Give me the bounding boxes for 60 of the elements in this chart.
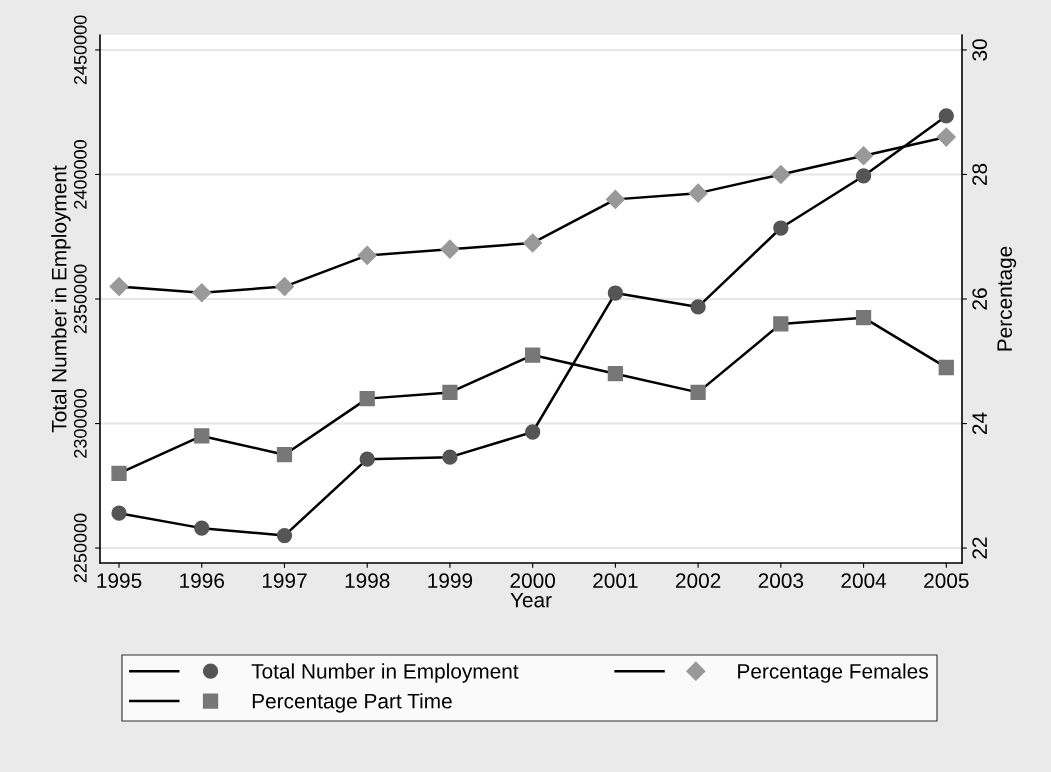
y-axis-title: Total Number in Employment xyxy=(51,165,71,433)
point xyxy=(936,127,956,147)
point xyxy=(523,233,543,253)
point xyxy=(690,384,706,401)
y2-tick-label: 22 xyxy=(972,537,987,559)
y2-axis-title: Percentage xyxy=(997,246,1017,351)
point xyxy=(109,277,129,297)
x-tick-label: 1997 xyxy=(262,573,307,589)
point xyxy=(359,390,375,407)
y-tick-label: 2400000 xyxy=(73,140,87,209)
legend-label: Percentage Part Time xyxy=(252,693,452,713)
point xyxy=(855,310,872,326)
y-tick-label: 2250000 xyxy=(73,513,87,583)
x-tick-label: 2004 xyxy=(841,573,887,589)
x-tick-label: 2005 xyxy=(924,573,969,589)
y2-tick-label: 24 xyxy=(972,412,987,435)
point xyxy=(274,277,295,297)
y2-tick-label: 28 xyxy=(972,163,988,186)
point xyxy=(607,285,624,301)
point xyxy=(357,245,377,265)
point xyxy=(111,465,127,481)
point xyxy=(854,146,874,166)
point xyxy=(938,359,954,376)
y-tick-label: 2350000 xyxy=(73,264,87,334)
point xyxy=(442,449,458,465)
point xyxy=(192,283,212,303)
x-tick-label: 2002 xyxy=(675,573,721,589)
y-tick-label: 2450000 xyxy=(73,15,87,85)
legend-label: Percentage Females xyxy=(738,663,928,683)
point xyxy=(359,451,375,467)
point xyxy=(525,424,541,440)
x-tick-label: 2003 xyxy=(758,573,804,589)
x-tick-label: 2001 xyxy=(593,573,638,589)
x-tick-label: 2000 xyxy=(510,573,556,589)
point xyxy=(525,347,541,363)
point xyxy=(855,168,872,184)
point xyxy=(276,447,293,463)
point xyxy=(771,164,791,185)
legend-label: Total Number in Employment xyxy=(251,663,519,683)
x-tick-label: 1995 xyxy=(97,573,142,589)
point xyxy=(938,108,954,124)
point xyxy=(607,366,624,382)
point xyxy=(688,183,708,203)
point xyxy=(773,316,789,332)
point xyxy=(440,239,460,259)
y-tick-label: 2300000 xyxy=(73,389,87,458)
x-axis-title: Year xyxy=(510,592,552,608)
x-tick-label: 1999 xyxy=(428,573,473,589)
point xyxy=(111,505,127,521)
point xyxy=(276,527,293,544)
y2-tick-label: 30 xyxy=(972,39,988,61)
point xyxy=(773,220,789,236)
x-tick-label: 1996 xyxy=(180,573,225,589)
point xyxy=(442,384,458,401)
point xyxy=(605,189,625,209)
point xyxy=(690,299,706,315)
x-tick-label: 1998 xyxy=(345,573,390,589)
point xyxy=(194,428,210,444)
point xyxy=(194,520,210,536)
y2-tick-label: 26 xyxy=(972,288,988,310)
